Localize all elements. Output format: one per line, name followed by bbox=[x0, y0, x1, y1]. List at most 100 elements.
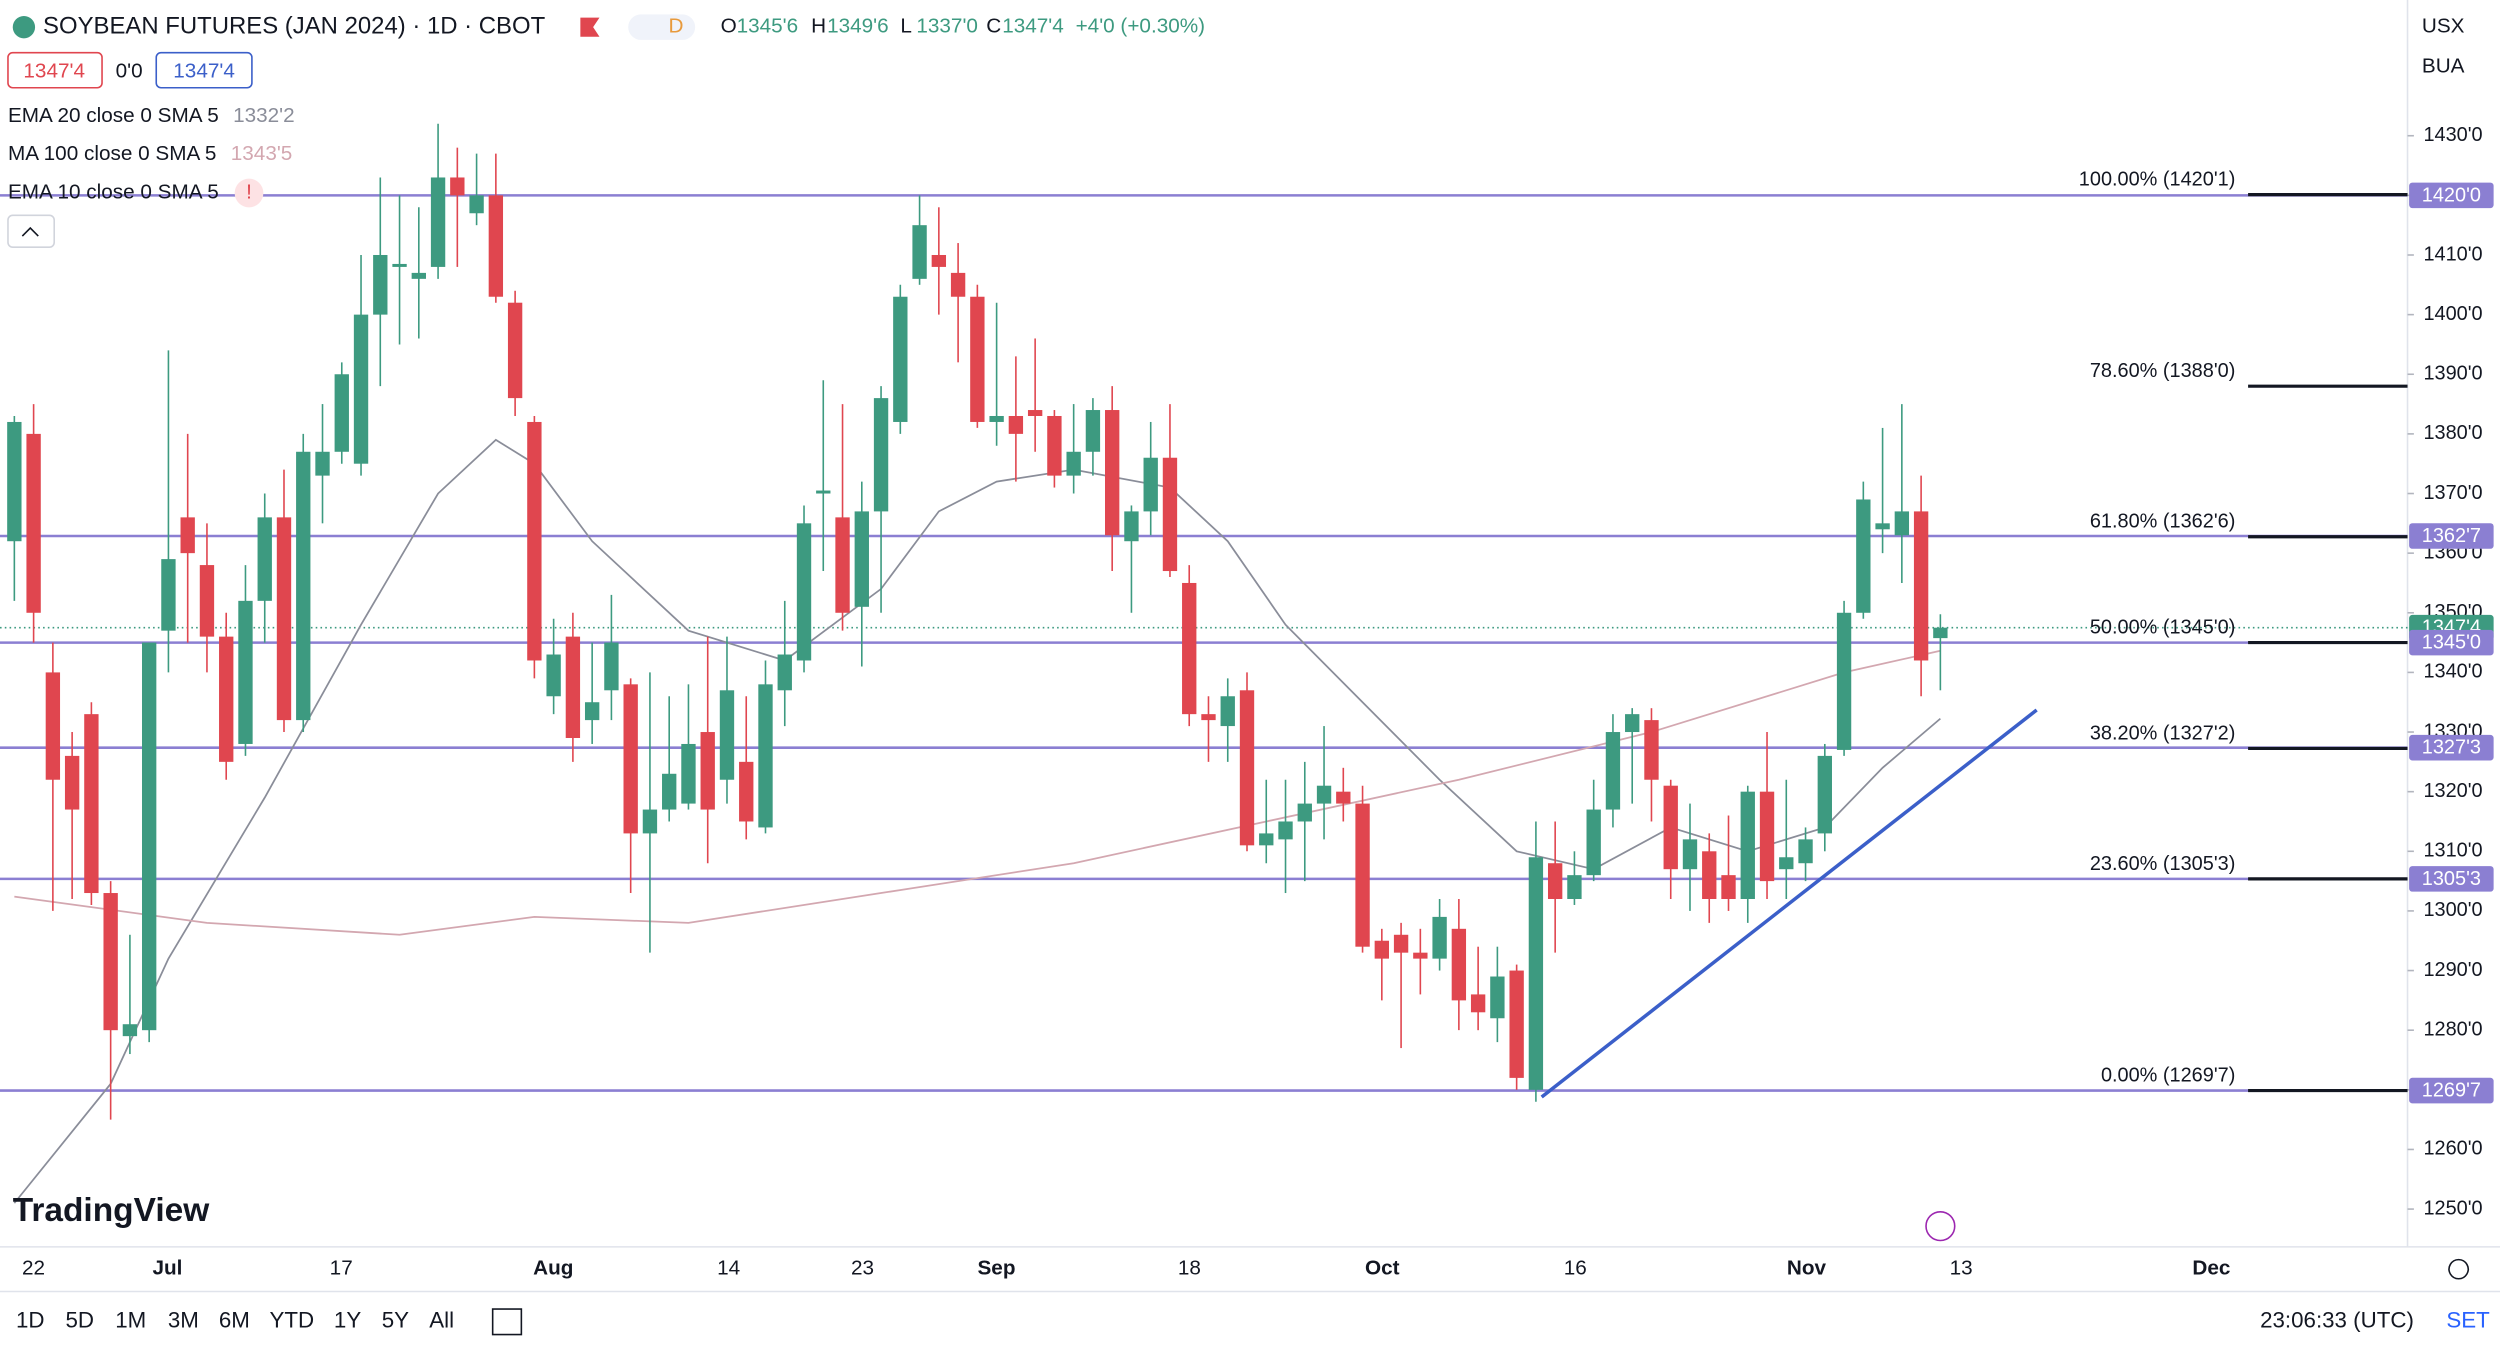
range-button[interactable]: All bbox=[429, 1308, 454, 1333]
candle-body bbox=[1297, 803, 1312, 822]
x-tick-label: 16 bbox=[1564, 1257, 1587, 1280]
unit[interactable]: BUA bbox=[2422, 54, 2465, 77]
candle-body bbox=[26, 433, 41, 613]
range-button[interactable]: 5Y bbox=[382, 1308, 409, 1333]
settings-button[interactable]: SET bbox=[2446, 1308, 2490, 1333]
buy-box[interactable] bbox=[155, 51, 253, 89]
ohlc-key: C bbox=[986, 15, 1001, 38]
symbol-title: SOYBEAN FUTURES (JAN 2024) · 1D · CBOT bbox=[43, 12, 546, 39]
candle-body bbox=[1278, 821, 1293, 840]
price-tag-label: 1420'0 bbox=[2422, 184, 2481, 206]
candle-body bbox=[950, 272, 966, 297]
ohlc-key: O bbox=[721, 15, 737, 38]
candle-body bbox=[315, 451, 330, 476]
price-tag-label: 1269'7 bbox=[2422, 1080, 2481, 1102]
candle-body bbox=[989, 415, 1004, 422]
indicator-value: 1332'2 bbox=[233, 104, 295, 127]
candle-body bbox=[1528, 857, 1544, 1090]
y-tick-label: 1310'0 bbox=[2423, 840, 2482, 862]
chevron bbox=[21, 226, 39, 237]
candle-body bbox=[64, 755, 80, 810]
candle-body bbox=[1355, 803, 1370, 947]
candle-body bbox=[1605, 732, 1621, 810]
gear-icon[interactable] bbox=[2448, 1258, 2469, 1280]
y-tick-label: 1370'0 bbox=[2423, 482, 2482, 504]
buy-price: 1347'4 bbox=[173, 59, 235, 82]
candle-body bbox=[1779, 857, 1794, 870]
candle-body bbox=[1567, 875, 1582, 899]
range-button[interactable]: 3M bbox=[168, 1308, 199, 1333]
candle-body bbox=[469, 195, 484, 214]
ohlc-value: 1345'6 bbox=[737, 15, 799, 38]
candle-body bbox=[103, 893, 118, 1031]
candle-body bbox=[1740, 791, 1755, 899]
candle-body bbox=[527, 421, 542, 661]
price-tag bbox=[2409, 182, 2494, 209]
x-tick-label: 17 bbox=[330, 1257, 353, 1280]
candle-body bbox=[450, 177, 465, 196]
candle-body bbox=[1105, 410, 1120, 536]
candle-body bbox=[1547, 863, 1563, 899]
y-tick-label: 1400'0 bbox=[2423, 303, 2482, 325]
fib-label: 100.00% (1420'1) bbox=[2079, 169, 2236, 191]
range-button[interactable]: 1D bbox=[16, 1308, 45, 1333]
y-tick-label: 1340'0 bbox=[2423, 661, 2482, 683]
candle-body bbox=[681, 743, 696, 804]
y-tick-label: 1380'0 bbox=[2423, 422, 2482, 444]
candle-body bbox=[1933, 627, 1948, 639]
candle-body bbox=[662, 773, 677, 810]
lightning-icon[interactable] bbox=[1925, 1210, 1956, 1242]
candle-body bbox=[1393, 934, 1409, 953]
candle-body bbox=[1066, 451, 1081, 476]
x-tick-label: 22 bbox=[22, 1257, 45, 1280]
price-tag-label: 1345'0 bbox=[2422, 632, 2481, 654]
indicator-value: ! bbox=[246, 180, 252, 203]
range-button[interactable]: YTD bbox=[269, 1308, 314, 1333]
candle-body bbox=[1374, 940, 1389, 959]
collapse-button[interactable] bbox=[7, 214, 56, 248]
price-tag bbox=[2409, 629, 2494, 656]
y-tick-label: 1260'0 bbox=[2423, 1138, 2482, 1160]
candle-body bbox=[238, 600, 253, 744]
candle-body bbox=[873, 398, 889, 512]
candle-body bbox=[1432, 916, 1447, 959]
candle-body bbox=[565, 636, 581, 738]
price-tag-label: 1362'7 bbox=[2422, 525, 2481, 547]
candle-body bbox=[835, 517, 850, 613]
candle-body bbox=[1008, 415, 1024, 434]
y-tick-label: 1250'0 bbox=[2423, 1197, 2482, 1219]
fib-label: 23.60% (1305'3) bbox=[2090, 853, 2235, 875]
x-tick-label: Nov bbox=[1787, 1257, 1827, 1280]
candle-body bbox=[642, 809, 658, 834]
range-button[interactable]: 6M bbox=[219, 1308, 250, 1333]
sell-box[interactable] bbox=[7, 51, 103, 89]
candle-body bbox=[1143, 457, 1158, 512]
candle-body bbox=[1798, 839, 1813, 864]
candle-body bbox=[353, 314, 369, 464]
ohlc-key: L bbox=[900, 15, 912, 38]
candle-body bbox=[1336, 791, 1351, 804]
range-button[interactable]: 1M bbox=[115, 1308, 146, 1333]
candle-body bbox=[700, 732, 715, 810]
candle-body bbox=[1586, 809, 1601, 876]
flag-icon bbox=[580, 17, 600, 37]
candle-body bbox=[7, 421, 22, 542]
clock: 23:06:33 (UTC) bbox=[2260, 1308, 2414, 1333]
indicator-name: EMA 20 close 0 SMA 5 bbox=[8, 104, 219, 127]
range-button[interactable]: 1Y bbox=[334, 1308, 361, 1333]
fib-label: 78.60% (1388'0) bbox=[2090, 360, 2235, 382]
candle-body bbox=[854, 511, 869, 607]
candle-body bbox=[180, 517, 195, 554]
range-button[interactable]: 5D bbox=[65, 1308, 94, 1333]
candle-body bbox=[1759, 791, 1775, 882]
candle-body bbox=[276, 517, 292, 721]
y-tick-label: 1300'0 bbox=[2423, 899, 2482, 921]
price-tag-label: 1327'3 bbox=[2422, 737, 2481, 759]
date-range-icon[interactable] bbox=[491, 1308, 523, 1336]
candle-body bbox=[373, 254, 388, 315]
candle-body bbox=[334, 374, 349, 452]
currency[interactable]: USX bbox=[2422, 15, 2465, 38]
candle-body bbox=[1836, 612, 1852, 750]
candle-body bbox=[45, 672, 61, 780]
